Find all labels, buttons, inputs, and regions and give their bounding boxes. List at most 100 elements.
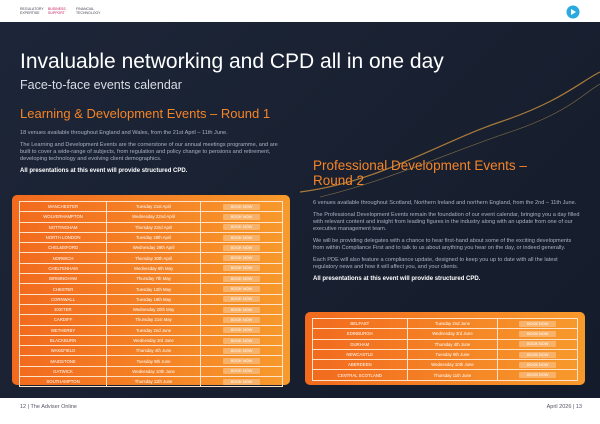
event-venue: CENTRAL SCOTLAND — [312, 369, 408, 381]
event-date: Wednesday 3rd June — [406, 328, 499, 340]
event-row: EXETER Wednesday 20th May BOOK NOW — [18, 303, 283, 316]
event-row: BIRMINGHAM Thursday 7th May BOOK NOW — [18, 273, 283, 285]
event-date: Wednesday 10th June — [106, 365, 202, 378]
event-venue: CHELMSFORD — [18, 242, 108, 254]
event-action: BOOK NOW — [200, 283, 283, 295]
event-date: Tuesday 12th May — [106, 283, 202, 295]
event-venue: CHESTER — [18, 283, 108, 295]
event-action: BOOK NOW — [200, 293, 283, 305]
paragraph: Each PDE will also feature a compliance … — [313, 257, 558, 270]
event-venue: WOLVERHAMPTON — [18, 211, 108, 223]
event-date: Thursday 11th June — [106, 376, 202, 388]
book-button[interactable]: BOOK NOW — [222, 358, 261, 365]
book-button[interactable]: BOOK NOW — [222, 286, 261, 293]
event-date: Tuesday 2nd June — [106, 324, 202, 336]
event-action: BOOK NOW — [200, 200, 283, 213]
book-button[interactable]: BOOK NOW — [222, 203, 261, 210]
event-action: BOOK NOW — [200, 324, 283, 336]
book-button[interactable]: BOOK NOW — [519, 372, 557, 379]
book-button[interactable]: BOOK NOW — [222, 296, 261, 303]
paragraph: 6 venues available throughout Scotland, … — [313, 200, 577, 206]
event-row: CHESTER Tuesday 12th May BOOK NOW — [18, 283, 283, 295]
event-action: BOOK NOW — [497, 317, 578, 330]
event-venue: CARDIFF — [18, 314, 108, 326]
event-row: EDINBURGH Wednesday 3rd June BOOK NOW — [312, 328, 578, 340]
event-date: Wednesday 22nd April — [106, 211, 202, 223]
event-row: GATWICK Wednesday 10th June BOOK NOW — [18, 365, 283, 378]
event-venue: WETHERBY — [18, 324, 108, 336]
event-date: Tuesday 9th June — [106, 355, 202, 367]
book-button[interactable]: BOOK NOW — [519, 351, 557, 358]
book-button[interactable]: BOOK NOW — [222, 224, 261, 231]
event-action: BOOK NOW — [497, 348, 578, 361]
book-button[interactable]: BOOK NOW — [222, 265, 261, 272]
event-date: Thursday 4th June — [106, 345, 202, 357]
book-button[interactable]: BOOK NOW — [519, 320, 557, 327]
book-button[interactable]: BOOK NOW — [222, 275, 261, 282]
event-date: Tuesday 19th May — [106, 293, 202, 305]
event-row: WAKEFIELD Thursday 4th June BOOK NOW — [18, 345, 283, 357]
event-date: Thursday 4th June — [406, 338, 499, 350]
event-action: BOOK NOW — [200, 376, 283, 388]
footer-right: April 2026 | 13 — [546, 404, 582, 410]
section-heading: Professional Development Events – Round … — [313, 158, 527, 188]
event-action: BOOK NOW — [200, 231, 283, 244]
book-button[interactable]: BOOK NOW — [222, 337, 261, 344]
footer-left: 12 | The Adviser Online — [20, 404, 77, 410]
book-button[interactable]: BOOK NOW — [519, 361, 557, 368]
event-action: BOOK NOW — [200, 365, 283, 378]
book-button[interactable]: BOOK NOW — [222, 244, 261, 251]
book-button[interactable]: BOOK NOW — [519, 330, 557, 337]
book-button[interactable]: BOOK NOW — [222, 306, 261, 313]
event-action: BOOK NOW — [200, 211, 283, 223]
event-date: Thursday 30th April — [106, 252, 202, 264]
nav-link[interactable]: BUSINESS SUPPORT — [48, 7, 66, 15]
event-action: BOOK NOW — [497, 338, 578, 350]
book-button[interactable]: BOOK NOW — [222, 368, 261, 375]
book-button[interactable]: BOOK NOW — [222, 213, 261, 220]
event-date: Wednesday 20th May — [106, 303, 202, 316]
section-body: 18 venues available throughout England a… — [20, 130, 282, 174]
event-venue: CHELTENHAM — [18, 262, 108, 275]
event-date: Thursday 23rd April — [106, 221, 202, 233]
event-venue: EDINBURGH — [312, 328, 408, 340]
event-row: CARDIFF Thursday 21st May BOOK NOW — [18, 314, 283, 326]
event-date: Wednesday 29th April — [106, 242, 202, 254]
logo-icon[interactable] — [566, 5, 580, 19]
event-row: BLACKBURN Wednesday 3rd June BOOK NOW — [18, 334, 283, 347]
event-row: NORWICH Thursday 30th April BOOK NOW — [18, 252, 283, 264]
event-date: Wednesday 6th May — [106, 262, 202, 275]
nav-link[interactable]: FINANCIAL TECHNOLOGY — [76, 7, 101, 15]
page-subtitle: Face-to-face events calendar — [20, 78, 182, 92]
event-date: Thursday 21st May — [106, 314, 202, 326]
event-date: Thursday 11th June — [406, 369, 499, 381]
event-venue: MAIDSTONE — [18, 355, 108, 367]
event-row: DURHAM Thursday 4th June BOOK NOW — [312, 338, 578, 350]
paragraph: The Learning and Development Events are … — [20, 142, 278, 162]
event-row: BELFAST Tuesday 2nd June BOOK NOW — [312, 317, 578, 330]
book-button[interactable]: BOOK NOW — [222, 316, 261, 323]
book-button[interactable]: BOOK NOW — [519, 341, 557, 348]
book-button[interactable]: BOOK NOW — [222, 327, 261, 334]
event-row: NEWCASTLE Tuesday 9th June BOOK NOW — [312, 348, 578, 361]
events-table: BELFAST Tuesday 2nd June BOOK NOW EDINBURGH… — [312, 317, 578, 381]
event-row: WOLVERHAMPTON Wednesday 22nd April BOOK NO… — [18, 211, 283, 223]
event-action: BOOK NOW — [200, 262, 283, 275]
event-action: BOOK NOW — [200, 345, 283, 357]
cpd-note: All presentations at this event will pro… — [20, 168, 188, 174]
book-button[interactable]: BOOK NOW — [222, 347, 261, 354]
event-date: Tuesday 28th April — [106, 231, 202, 244]
book-button[interactable]: BOOK NOW — [222, 234, 261, 241]
event-venue: BIRMINGHAM — [18, 273, 108, 285]
decor-glow — [300, 71, 600, 198]
event-date: Wednesday 3rd June — [106, 334, 202, 347]
event-venue: NEWCASTLE — [312, 348, 408, 361]
book-button[interactable]: BOOK NOW — [222, 255, 261, 262]
event-venue: MANCHESTER — [18, 200, 108, 213]
event-date: Tuesday 21st April — [106, 200, 202, 213]
event-venue: BELFAST — [312, 317, 408, 330]
event-venue: WAKEFIELD — [18, 345, 108, 357]
book-button[interactable]: BOOK NOW — [222, 378, 261, 385]
nav-link[interactable]: REGULATORY EXPERTISE — [20, 7, 44, 15]
